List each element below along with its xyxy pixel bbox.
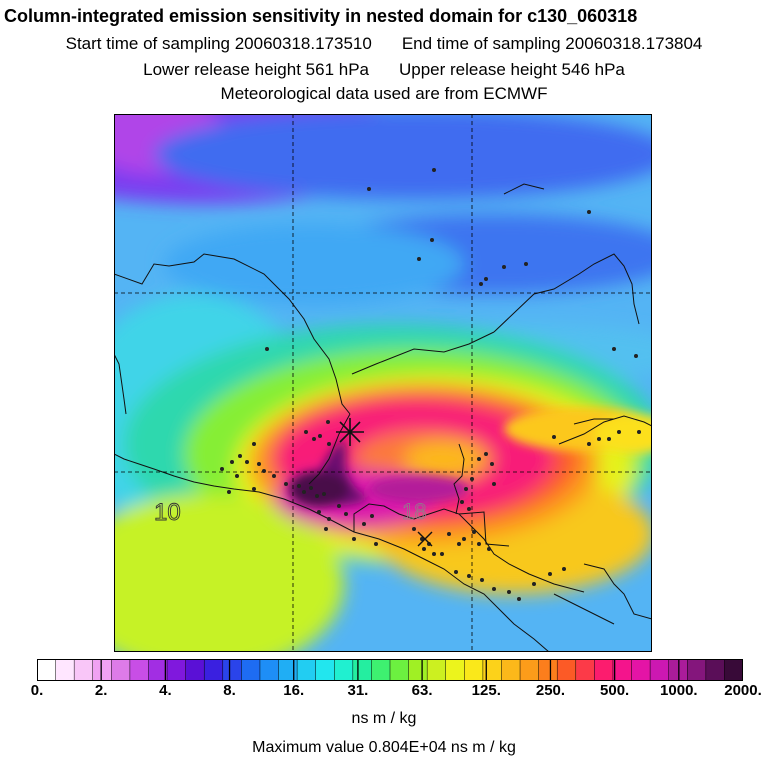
plot-title: Column-integrated emission sensitivity i… [4, 6, 638, 26]
colorbar-cell [724, 659, 743, 681]
colorbar-cell [390, 659, 409, 681]
colorbar-tick-label: 2000. [724, 682, 762, 699]
colorbar-cell [278, 659, 298, 681]
colorbar-cell [687, 659, 707, 681]
colorbar-cell [352, 659, 372, 681]
grid-lines [114, 114, 652, 652]
colorbar-cell [148, 659, 168, 681]
colorbar-cell [520, 659, 540, 681]
colorbar-tick-label: 4. [159, 682, 172, 699]
end-time: End time of sampling 20060318.173804 [401, 34, 703, 53]
colorbar-cell [259, 659, 279, 681]
colorbar-tick-label: 0. [30, 682, 44, 699]
colorbar-tick-label: 250. [535, 682, 566, 699]
colorbar-cell [204, 659, 224, 681]
colorbar-cell [538, 659, 558, 681]
colorbar-cell [185, 659, 205, 681]
grid-label-faint: 18 [402, 499, 426, 524]
colorbar-cell [482, 659, 502, 681]
maximum-value: Maximum value 0.804E+04 ns m / kg [252, 739, 516, 756]
map-frame [114, 114, 652, 652]
colorbar-cell [111, 659, 131, 681]
sampling-times: Start time of sampling 20060318.173510 En… [0, 34, 768, 54]
colorbar-cell [705, 659, 725, 681]
colorbar-tick-label: 1000. [660, 682, 698, 699]
colorbar-tick-label: 16. [283, 682, 305, 699]
colorbar-cell [222, 659, 242, 681]
colorbar-cell [129, 659, 149, 681]
colorbar-cell [241, 659, 261, 681]
colorbar-tick-label: 500. [600, 682, 630, 699]
colorbar-cell [167, 659, 187, 681]
colorbar-cell [612, 659, 632, 681]
colorbar-cell [427, 659, 447, 681]
sensitivity-map: 10 18 [114, 114, 652, 652]
colorbar-tick-label: 8. [223, 682, 236, 699]
colorbar-tick-label: 63. [411, 682, 433, 699]
colorbar-cell [315, 659, 335, 681]
colorbar-tick-label: 31. [347, 682, 369, 699]
sensitivity-field [114, 114, 652, 652]
colorbar [37, 659, 743, 681]
colorbar-cell [445, 659, 465, 681]
colorbar-tick-label: 2. [94, 682, 108, 699]
colorbar-cell [55, 659, 75, 681]
colorbar-cell [464, 659, 484, 681]
colorbar-tick-label: 125. [471, 682, 501, 699]
grid-label-lon: 10 [154, 499, 181, 526]
colorbar-cell [557, 659, 577, 681]
colorbar-cell [334, 659, 354, 681]
colorbar-cell [92, 659, 112, 681]
colorbar-cell [408, 659, 428, 681]
release-marker [336, 418, 364, 446]
lower-release-height: Lower release height 561 hPa [143, 60, 369, 79]
colorbar-cell [650, 659, 670, 681]
colorbar-cell [594, 659, 614, 681]
release-heights: Lower release height 561 hPa Upper releas… [0, 60, 768, 80]
colorbar-cell [37, 659, 56, 681]
colorbar-cell [501, 659, 521, 681]
release-marker-2 [417, 531, 433, 547]
colorbar-cell [297, 659, 317, 681]
colorbar-units: ns m / kg [351, 710, 417, 727]
colorbar-cell [74, 659, 94, 681]
colorbar-cell [631, 659, 651, 681]
start-time: Start time of sampling 20060318.173510 [65, 34, 372, 53]
upper-release-height: Upper release height 546 hPa [399, 60, 625, 79]
colorbar-cell [575, 659, 595, 681]
colorbar-cell [371, 659, 391, 681]
fire-hotspots [220, 168, 641, 601]
met-data-source: Meteorological data used are from ECMWF [220, 84, 548, 103]
